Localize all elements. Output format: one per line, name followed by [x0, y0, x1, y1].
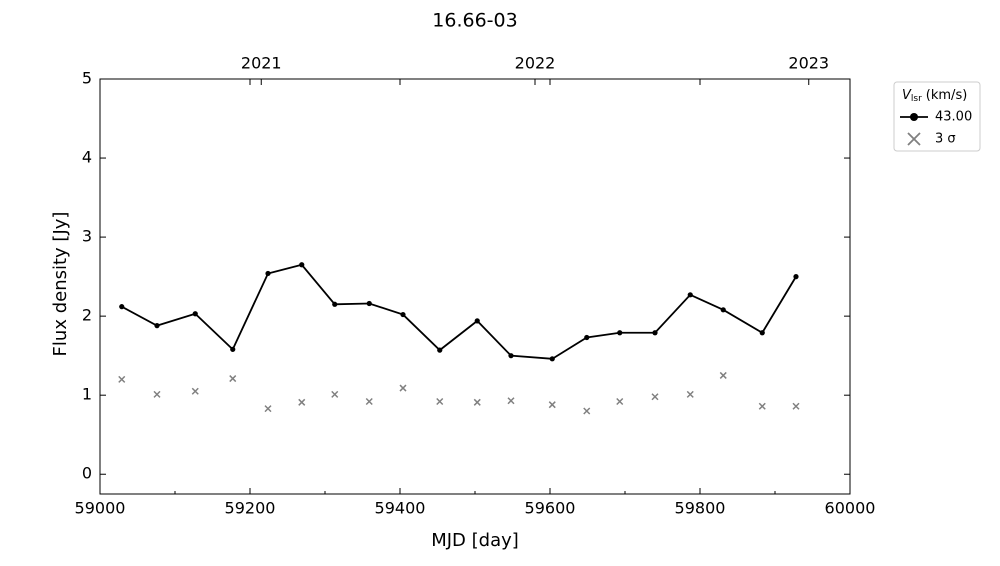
sigma-marker — [719, 371, 727, 379]
sigma-marker — [331, 390, 339, 398]
data-point — [437, 347, 443, 353]
sigma-marker — [758, 402, 766, 410]
y-tick-label: 4 — [82, 148, 92, 167]
data-point — [793, 274, 799, 280]
sigma-marker — [153, 390, 161, 398]
data-point — [119, 304, 125, 310]
x-tick-label: 59000 — [75, 499, 126, 518]
y-tick-label: 1 — [82, 385, 92, 404]
data-point — [652, 330, 658, 336]
x2-tick-label: 2022 — [515, 54, 556, 73]
sigma-marker — [507, 397, 515, 405]
data-point — [265, 270, 271, 277]
data-point — [584, 334, 590, 341]
data-point — [508, 353, 514, 359]
legend-title-subscript: lsr — [911, 94, 922, 104]
sigma-marker — [651, 393, 659, 401]
data-point — [400, 311, 406, 318]
sigma-marker — [191, 387, 199, 395]
y-axis-label: Flux density [Jy] — [50, 212, 71, 357]
x-tick-label: 59200 — [225, 499, 276, 518]
sigma-marker — [118, 375, 126, 383]
data-point — [759, 330, 765, 336]
legend-title-symbol: V — [902, 88, 912, 103]
legend-label: 3 σ — [935, 132, 956, 147]
sigma-marker — [365, 397, 373, 406]
sigma-marker — [548, 401, 556, 409]
y-tick-label: 3 — [82, 227, 92, 246]
data-point — [474, 318, 480, 324]
sigma-marker — [436, 397, 444, 406]
y-tick-label: 5 — [82, 69, 92, 88]
legend-label: 43.00 — [935, 110, 972, 125]
data-point — [230, 346, 236, 352]
sigma-marker — [616, 397, 624, 406]
data-point — [299, 262, 305, 268]
legend-box — [893, 81, 981, 152]
data-point — [617, 330, 623, 336]
x2-tick-label: 2023 — [788, 54, 829, 73]
x-tick-label: 60000 — [825, 499, 876, 518]
legend-title-unit: (km/s) — [926, 88, 968, 103]
legend-marker — [910, 113, 918, 121]
y-tick-label: 0 — [82, 464, 92, 483]
x-axis-label: MJD [day] — [431, 530, 519, 551]
data-point — [154, 323, 160, 329]
data-point — [366, 300, 372, 307]
data-point — [192, 311, 198, 317]
legend-title: Vlsr (km/s) — [902, 88, 967, 104]
series-line — [121, 263, 797, 360]
sigma-marker — [686, 390, 694, 398]
data-point — [549, 356, 555, 362]
sigma-marker — [583, 407, 591, 415]
x-tick-label: 59400 — [375, 499, 426, 518]
y-tick-label: 2 — [82, 306, 92, 325]
sigma-marker — [298, 398, 306, 406]
legend: Vlsr (km/s) 43.00 3 σ — [893, 81, 981, 152]
legend-marker — [907, 132, 921, 146]
x2-tick-label: 2021 — [241, 54, 282, 73]
data-point — [332, 301, 338, 307]
sigma-marker — [792, 402, 800, 410]
data-point — [720, 307, 726, 313]
sigma-marker — [399, 384, 407, 392]
data-point — [687, 292, 693, 298]
plot-frame — [99, 78, 851, 495]
sigma-marker — [264, 405, 272, 413]
chart-title: 16.66-03 — [432, 10, 517, 32]
x-tick-label: 59600 — [525, 499, 576, 518]
sigma-marker — [229, 375, 237, 383]
sigma-marker — [473, 398, 481, 406]
x-tick-label: 59800 — [675, 499, 726, 518]
